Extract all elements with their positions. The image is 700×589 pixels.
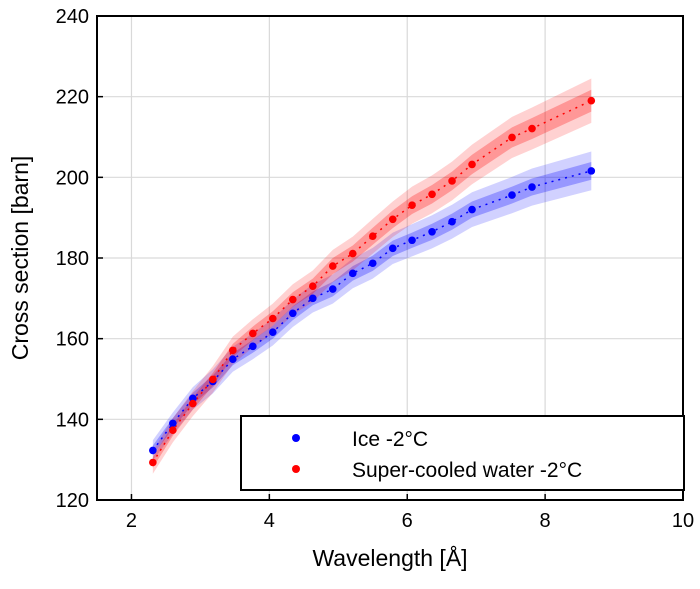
data-point-0 [428,227,436,236]
data-point-0 [169,419,177,428]
y-tick-label: 120 [56,490,89,512]
y-tick-label: 200 [56,167,89,189]
data-point-0 [368,259,377,268]
data-point-1 [587,96,596,105]
band-outer-1 [152,78,592,474]
x-tick-label: 8 [540,510,551,532]
data-point-0 [348,269,357,278]
data-point-1 [368,232,377,241]
data-point-1 [468,160,476,169]
data-points [149,96,596,467]
legend-box [240,415,685,491]
data-point-0 [269,328,277,337]
data-point-0 [229,355,237,364]
series-line-1 [152,100,592,463]
data-point-1 [308,282,317,291]
y-tick-label: 240 [56,6,89,28]
data-point-0 [528,183,536,191]
data-point-1 [229,346,237,355]
data-point-1 [288,295,297,304]
data-point-0 [308,294,317,303]
x-tick-label: 10 [672,510,694,532]
data-point-1 [388,215,397,224]
y-axis-label: Cross section [barn] [7,156,33,361]
band-outer-0 [152,151,592,461]
data-point-0 [468,205,476,214]
data-point-1 [448,177,456,185]
data-point-0 [189,394,197,403]
ticks: 2 4 6 8 10 120 140 160 180 200 220 240 [56,6,695,532]
data-point-0 [448,217,456,226]
x-tick-label: 2 [126,510,137,532]
data-point-1 [348,249,357,258]
y-tick-label: 160 [56,329,89,351]
y-tick-label: 180 [56,248,89,270]
x-tick-label: 6 [402,510,413,532]
band-inner-1 [152,89,592,468]
data-point-0 [288,309,297,318]
y-tick-label: 220 [56,87,89,109]
data-point-1 [428,190,436,199]
data-point-1 [528,124,536,133]
data-point-0 [328,285,337,293]
data-point-1 [249,329,257,338]
legend: Ice -2°C Super-cooled water -2°C [240,415,685,491]
x-tick-label: 4 [264,510,275,532]
legend-marker-ice [292,434,300,442]
data-point-1 [408,201,416,209]
data-point-0 [508,191,516,199]
legend-label-water: Super-cooled water -2°C [352,459,582,482]
data-point-0 [408,236,416,245]
y-tick-label: 140 [56,409,89,431]
data-point-0 [388,244,397,253]
series-line-0 [152,170,592,451]
band-inner-0 [152,162,592,456]
data-point-0 [149,446,157,455]
data-point-1 [169,426,177,435]
data-point-1 [269,314,277,323]
x-axis-label: Wavelength [Å] [312,544,467,571]
error-bands [152,78,592,474]
data-point-1 [189,399,197,408]
data-point-0 [587,167,596,175]
data-point-0 [249,342,257,351]
data-point-1 [328,262,337,270]
data-point-1 [149,458,157,467]
legend-label-ice: Ice -2°C [352,428,428,451]
data-point-1 [508,133,516,142]
series-lines [152,100,592,463]
data-point-1 [209,375,217,384]
legend-marker-water [292,465,300,473]
